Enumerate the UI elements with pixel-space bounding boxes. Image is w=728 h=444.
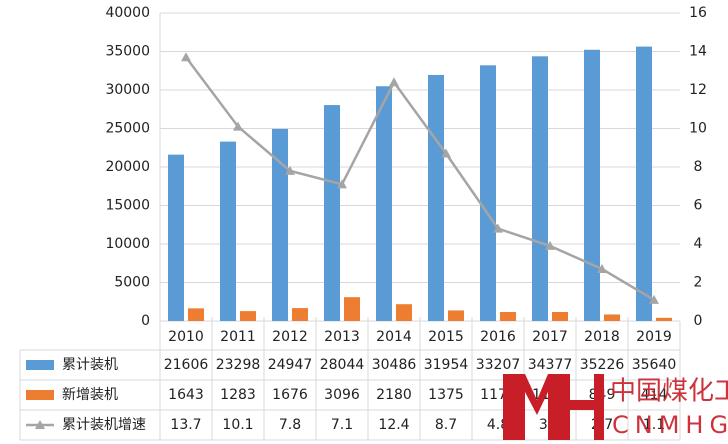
y2-tick-label: 10 xyxy=(689,121,707,137)
point xyxy=(181,52,191,62)
watermark-logo xyxy=(548,374,570,440)
table-value: 35640 xyxy=(632,357,677,373)
bar xyxy=(240,311,256,321)
table-value: 34377 xyxy=(528,357,573,373)
table-value: 7.1 xyxy=(331,417,353,433)
x-tick-label: 2016 xyxy=(480,329,516,345)
y-tick-label: 35000 xyxy=(105,44,150,60)
table-value: 1283 xyxy=(220,387,256,403)
bar xyxy=(656,317,672,321)
table-value: 33207 xyxy=(476,357,521,373)
x-tick-label: 2010 xyxy=(168,329,204,345)
bar xyxy=(272,128,288,321)
table-value: 7.8 xyxy=(279,417,301,433)
line xyxy=(185,56,655,301)
watermark-logo xyxy=(570,400,594,410)
table-value: 24947 xyxy=(268,357,313,373)
watermark-logo xyxy=(594,374,604,440)
bar xyxy=(396,304,412,321)
y2-tick-label: 16 xyxy=(689,5,707,21)
table-value: 1375 xyxy=(428,387,464,403)
watermark-subtext: CNMHG xyxy=(612,411,728,439)
watermark-logo xyxy=(525,374,548,415)
bar xyxy=(188,308,204,321)
bar xyxy=(636,46,652,322)
table-value: 8.7 xyxy=(435,417,457,433)
x-tick-label: 2017 xyxy=(532,329,568,345)
point xyxy=(285,165,295,175)
table-value: 23298 xyxy=(216,357,261,373)
bar xyxy=(324,105,340,321)
bar xyxy=(604,314,620,321)
x-tick-label: 2011 xyxy=(220,329,256,345)
bar xyxy=(448,310,464,321)
point xyxy=(597,264,607,274)
table-value: 13.7 xyxy=(170,417,201,433)
legend-label: 累计装机增速 xyxy=(62,417,146,433)
point xyxy=(545,240,555,250)
table-value: 10.1 xyxy=(222,417,253,433)
y2-tick-label: 0 xyxy=(694,313,703,329)
bar xyxy=(532,56,548,322)
table-value: 1.1 xyxy=(643,417,665,433)
table-value: 21606 xyxy=(164,357,209,373)
bar xyxy=(220,141,236,321)
legend-key xyxy=(35,420,45,429)
y-tick-label: 10000 xyxy=(105,236,150,252)
watermark-text: 中国煤化工 xyxy=(610,377,728,407)
legend-label: 累计装机 xyxy=(62,357,118,373)
y2-tick-label: 12 xyxy=(689,82,707,98)
x-tick-label: 2018 xyxy=(584,329,620,345)
table-value: 3096 xyxy=(324,387,360,403)
y2-tick-label: 2 xyxy=(694,275,703,291)
x-tick-label: 2013 xyxy=(324,329,360,345)
point xyxy=(649,294,659,304)
table-value: 28044 xyxy=(320,357,365,373)
bar xyxy=(428,74,444,322)
point xyxy=(337,179,347,189)
y-tick-label: 30000 xyxy=(105,82,150,98)
y-tick-label: 25000 xyxy=(105,121,150,137)
bar xyxy=(292,308,308,321)
table-value: 31954 xyxy=(424,357,469,373)
y2-tick-label: 6 xyxy=(694,198,703,214)
bar xyxy=(552,311,568,321)
y-tick-label: 5000 xyxy=(114,275,150,291)
point xyxy=(233,121,243,131)
y-tick-label: 20000 xyxy=(105,159,150,175)
table-value: 12.4 xyxy=(378,417,409,433)
bar xyxy=(168,154,184,321)
y-tick-label: 15000 xyxy=(105,198,150,214)
y-tick-label: 40000 xyxy=(105,5,150,21)
bar xyxy=(480,65,496,322)
y-tick-label: 0 xyxy=(141,313,150,329)
table-value: 35226 xyxy=(580,357,625,373)
x-tick-label: 2015 xyxy=(428,329,464,345)
y2-tick-label: 4 xyxy=(694,236,703,252)
point xyxy=(389,77,399,87)
table-value: 414 xyxy=(641,387,668,403)
watermark-logo xyxy=(503,374,525,440)
point xyxy=(493,223,503,233)
y2-tick-label: 14 xyxy=(689,44,707,60)
bar xyxy=(500,311,516,321)
legend-key xyxy=(26,390,54,400)
y2-tick-label: 8 xyxy=(694,159,703,175)
legend-label: 新增装机 xyxy=(62,387,118,403)
legend-key xyxy=(26,360,54,370)
x-tick-label: 2012 xyxy=(272,329,308,345)
table-value: 1643 xyxy=(168,387,204,403)
watermark: 中国煤化工 CNMHG xyxy=(503,374,728,440)
bar xyxy=(344,297,360,321)
bar xyxy=(376,86,392,321)
point xyxy=(441,148,451,158)
x-tick-label: 2014 xyxy=(376,329,412,345)
x-tick-label: 2019 xyxy=(636,329,672,345)
table-value: 30486 xyxy=(372,357,417,373)
table-value: 1676 xyxy=(272,387,308,403)
bar xyxy=(584,49,600,322)
table-value: 2180 xyxy=(376,387,412,403)
